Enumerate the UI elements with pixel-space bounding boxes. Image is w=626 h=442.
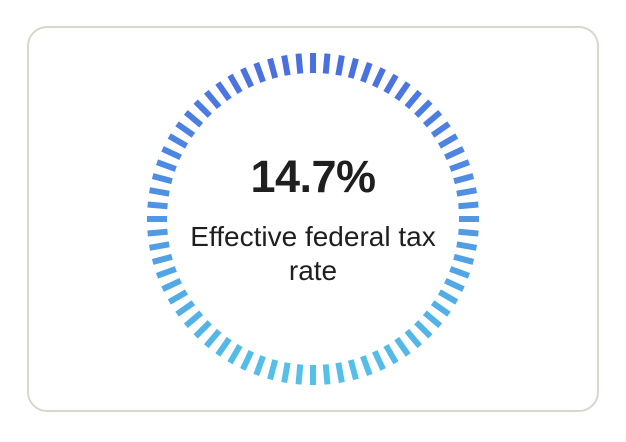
gauge-tick <box>155 266 177 279</box>
gauge-tick <box>215 81 232 102</box>
gauge-tick <box>161 277 182 292</box>
gauge-tick <box>404 89 422 110</box>
gauge-tick <box>253 355 266 377</box>
gauge-tick <box>193 99 212 118</box>
gauge-tick <box>347 57 359 79</box>
gauge-tick <box>167 289 189 305</box>
gauge-tick <box>453 253 475 265</box>
gauge-tick <box>281 54 291 76</box>
gauge-tick <box>267 359 279 381</box>
gauge-tick <box>449 266 471 279</box>
gauge-tick <box>458 201 479 210</box>
gauge-tick <box>155 159 177 172</box>
gauge-tick <box>240 350 255 371</box>
gauge-tick <box>444 146 465 161</box>
gauge-tick <box>444 277 465 292</box>
gauge-tick <box>253 61 266 83</box>
gauge-tick <box>422 110 443 128</box>
gauge-tick <box>227 73 243 95</box>
gauge-tick <box>295 364 304 385</box>
gauge-tick <box>394 81 411 102</box>
gauge-tick <box>322 364 331 385</box>
gauge-tick <box>360 61 373 83</box>
gauge-tick <box>456 187 478 197</box>
gauge-tick <box>240 67 255 88</box>
gauge-tick <box>335 362 345 384</box>
gauge-tick <box>371 67 386 88</box>
gauge-tick <box>449 159 471 172</box>
gauge-tick <box>281 362 291 384</box>
gauge-tick <box>151 253 173 265</box>
gauge-tick <box>148 187 170 197</box>
gauge-tick <box>148 241 170 251</box>
gauge-tick <box>422 310 443 328</box>
gauge-tick <box>394 336 411 357</box>
gauge-center: 14.7% Effective federal tax rate <box>163 150 463 288</box>
gauge-tick <box>215 336 232 357</box>
tax-rate-label: Effective federal tax rate <box>190 221 436 286</box>
gauge-tick <box>193 320 212 339</box>
gauge-tick <box>167 133 189 149</box>
gauge-tick <box>414 320 433 339</box>
gauge-tick <box>227 343 243 365</box>
gauge-tick <box>183 110 204 128</box>
gauge-tick <box>371 350 386 371</box>
gauge-tick <box>453 173 475 185</box>
gauge-tick <box>295 53 304 74</box>
gauge-tick <box>322 53 331 74</box>
gauge-tick <box>383 73 399 95</box>
gauge-tick <box>335 54 345 76</box>
gauge-tick <box>147 228 168 237</box>
gauge-tick <box>360 355 373 377</box>
gauge-tick <box>458 228 479 237</box>
gauge-tick <box>183 310 204 328</box>
gauge-ticks <box>147 53 479 385</box>
gauge-tick <box>204 328 222 349</box>
gauge-tick <box>404 328 422 349</box>
gauge-tick <box>347 359 359 381</box>
gauge-tick <box>437 289 459 305</box>
gauge-tick <box>430 300 451 317</box>
gauge-tick <box>414 99 433 118</box>
gauge-tick <box>383 343 399 365</box>
gauge-tick <box>267 57 279 79</box>
gauge-tick <box>437 133 459 149</box>
gauge-tick <box>151 173 173 185</box>
gauge-tick <box>175 300 196 317</box>
gauge-tick <box>161 146 182 161</box>
gauge-tick <box>147 201 168 210</box>
gauge-tick <box>175 121 196 138</box>
gauge-tick <box>430 121 451 138</box>
gauge-tick <box>456 241 478 251</box>
tax-rate-card <box>27 26 599 412</box>
tax-rate-value: 14.7% <box>250 151 376 202</box>
gauge-tick <box>204 89 222 110</box>
